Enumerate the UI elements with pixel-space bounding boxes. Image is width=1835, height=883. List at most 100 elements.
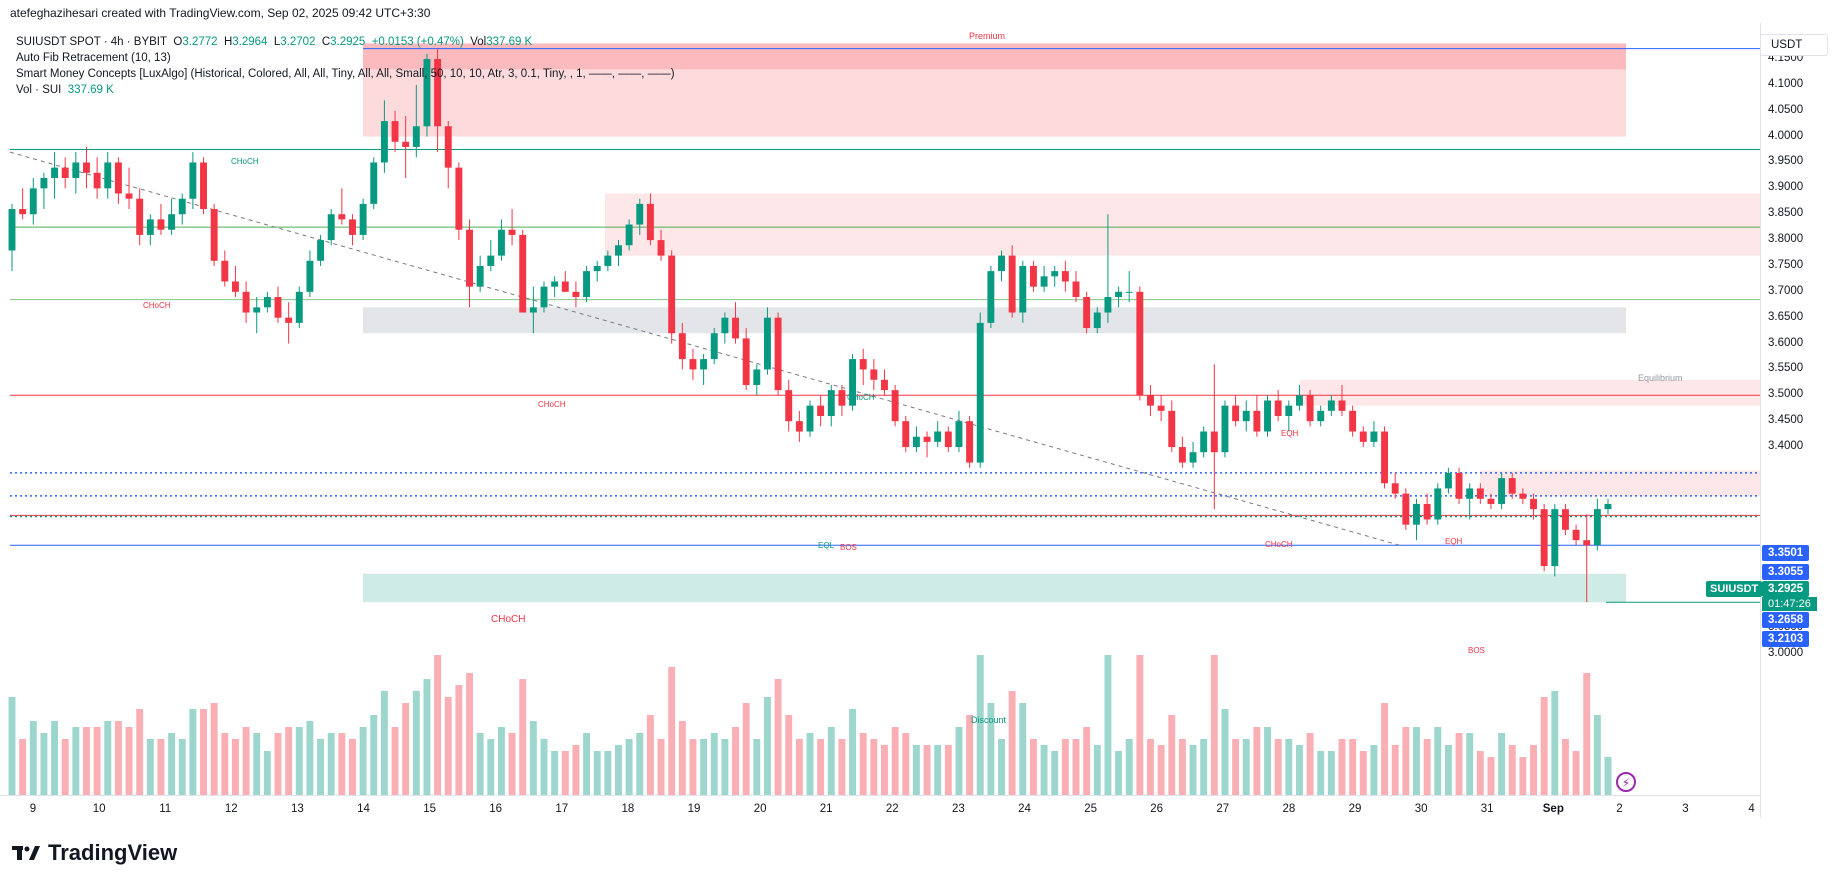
volume-bar bbox=[1456, 733, 1463, 795]
candle-body bbox=[1253, 411, 1260, 432]
candle-body bbox=[743, 338, 750, 385]
candle-body bbox=[721, 318, 728, 334]
candle-body bbox=[328, 214, 335, 240]
volume-bar bbox=[711, 733, 718, 795]
price-tick: 4.0000 bbox=[1768, 130, 1803, 142]
volume-bar bbox=[51, 721, 58, 795]
candle-body bbox=[83, 162, 90, 172]
volume-bar bbox=[1328, 751, 1335, 795]
time-tick: 27 bbox=[1216, 803, 1229, 815]
candle-body bbox=[115, 162, 122, 193]
time-tick: 3 bbox=[1682, 803, 1688, 815]
volume-bar bbox=[1190, 745, 1197, 795]
price-chart[interactable] bbox=[0, 23, 1835, 823]
legend-ohlc-row[interactable]: SUIUSDT SPOT · 4h · BYBIT O3.2772 H3.296… bbox=[16, 34, 675, 50]
price-tick: 3.8500 bbox=[1768, 207, 1803, 219]
volume-bar bbox=[583, 733, 590, 795]
choch-label-1: CHoCH bbox=[231, 157, 259, 166]
time-tick: 19 bbox=[688, 803, 701, 815]
candle-body bbox=[94, 173, 101, 189]
candle-body bbox=[987, 271, 994, 323]
volume-bar bbox=[509, 733, 516, 795]
lightning-icon[interactable]: ⚡ bbox=[1616, 772, 1636, 792]
choch-main-label: CHoCH bbox=[491, 614, 525, 625]
volume-bar bbox=[94, 727, 101, 795]
volume-bar bbox=[732, 727, 739, 795]
time-tick: 28 bbox=[1282, 803, 1295, 815]
price-tick: 3.6000 bbox=[1768, 337, 1803, 349]
candle-body bbox=[189, 162, 196, 198]
volume-bar bbox=[1126, 739, 1133, 795]
volume-bar bbox=[370, 715, 377, 795]
candle-body bbox=[647, 204, 654, 240]
volume-bar bbox=[360, 727, 367, 795]
volume-bar bbox=[1360, 751, 1367, 795]
legend-indicator-fib[interactable]: Auto Fib Retracement (10, 13) bbox=[16, 50, 675, 66]
volume-bar bbox=[572, 745, 579, 795]
volume-bar bbox=[1296, 745, 1303, 795]
volume-bar bbox=[1392, 745, 1399, 795]
candle-body bbox=[1030, 266, 1037, 287]
candle-body bbox=[1104, 297, 1111, 313]
volume-bar bbox=[892, 727, 899, 795]
volume-bar bbox=[413, 691, 420, 795]
candle-body bbox=[658, 240, 665, 256]
volume-bar bbox=[1434, 727, 1441, 795]
volume-bar bbox=[1073, 739, 1080, 795]
candle-body bbox=[1424, 504, 1431, 520]
volume-bar bbox=[243, 727, 250, 795]
volume-bar bbox=[690, 739, 697, 795]
bos-label-2: BOS bbox=[1468, 646, 1485, 655]
candle-body bbox=[306, 261, 313, 292]
candle-body bbox=[455, 168, 462, 230]
volume-bar bbox=[1062, 739, 1069, 795]
candle-body bbox=[1168, 411, 1175, 447]
volume-bar bbox=[1041, 745, 1048, 795]
candle-body bbox=[626, 225, 633, 246]
candle-body bbox=[487, 256, 494, 266]
candle-body bbox=[200, 162, 207, 209]
candle-body bbox=[381, 121, 388, 162]
volume-bar bbox=[392, 727, 399, 795]
candle-body bbox=[690, 359, 697, 369]
volume-bar bbox=[434, 655, 441, 795]
volume-bar bbox=[562, 751, 569, 795]
volume-bar bbox=[1158, 745, 1165, 795]
candle-body bbox=[317, 240, 324, 261]
candle-body bbox=[136, 199, 143, 235]
legend-volume-row[interactable]: Vol · SUI 337.69 K bbox=[16, 82, 675, 98]
candle-body bbox=[934, 432, 941, 442]
volume-bar bbox=[1317, 751, 1324, 795]
volume-bar bbox=[317, 739, 324, 795]
volume-bar bbox=[40, 733, 47, 795]
candle-body bbox=[370, 162, 377, 203]
volume-bar bbox=[785, 715, 792, 795]
eqh-label-2: EQH bbox=[1445, 537, 1462, 546]
volume-bar bbox=[1147, 739, 1154, 795]
volume-bar bbox=[1413, 727, 1420, 795]
price-tick: 4.0500 bbox=[1768, 104, 1803, 116]
volume-bar bbox=[232, 739, 239, 795]
candle-body bbox=[572, 292, 579, 297]
level-badge-3.2103: 3.2103 bbox=[1762, 631, 1809, 647]
candle-body bbox=[562, 281, 569, 291]
candle-body bbox=[1370, 432, 1377, 442]
volume-bar bbox=[1253, 727, 1260, 795]
candle-body bbox=[1243, 411, 1250, 421]
volume-bar bbox=[1051, 751, 1058, 795]
candle-body bbox=[392, 121, 399, 142]
candle-body bbox=[1488, 499, 1495, 504]
legend-symbol: SUIUSDT SPOT · 4h · BYBIT bbox=[16, 36, 167, 48]
equilibrium-zone bbox=[363, 307, 1626, 333]
price-axis-unit[interactable]: USDT bbox=[1760, 34, 1828, 56]
candle-body bbox=[1041, 276, 1048, 286]
candle-body bbox=[785, 390, 792, 421]
candle-body bbox=[232, 281, 239, 291]
volume-bar bbox=[179, 739, 186, 795]
candle-body bbox=[956, 421, 963, 447]
price-tick: 3.9000 bbox=[1768, 181, 1803, 193]
candle-body bbox=[807, 406, 814, 432]
volume-bar bbox=[817, 739, 824, 795]
legend-indicator-smc[interactable]: Smart Money Concepts [LuxAlgo] (Historic… bbox=[16, 66, 675, 82]
candle-body bbox=[817, 406, 824, 416]
